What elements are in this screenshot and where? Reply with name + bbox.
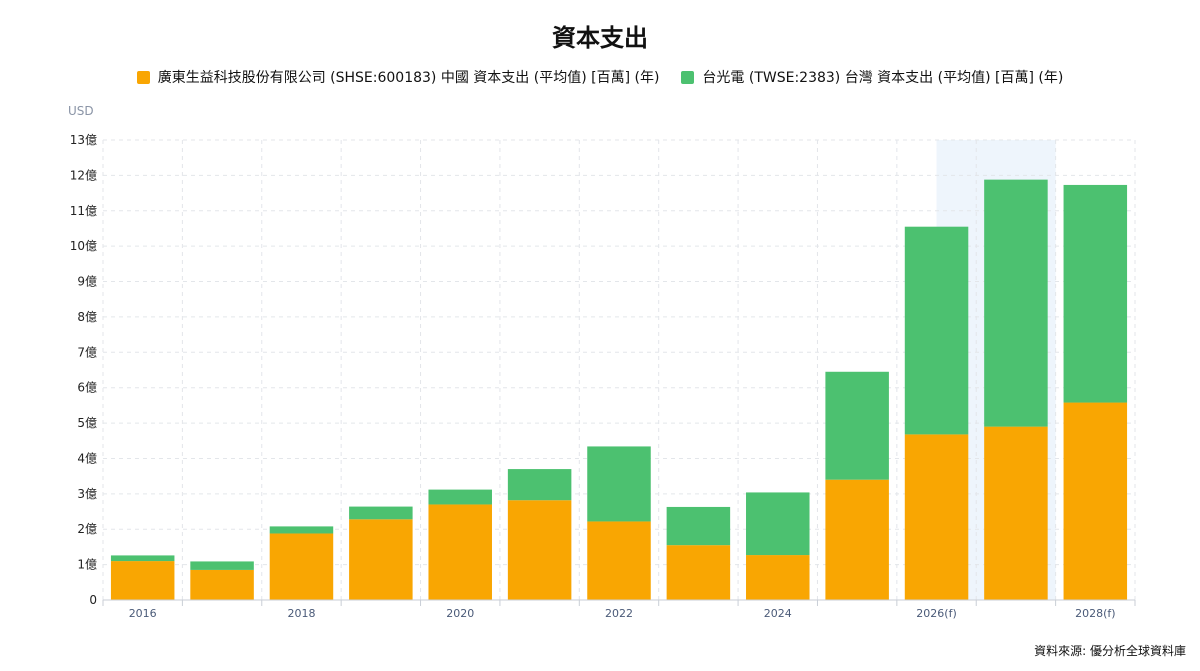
bar-series-2-2025 [825,371,889,480]
bar-series-2-2024 [746,492,810,556]
bar-series-2-2027(f) [984,179,1048,427]
y-tick-label: 9億 [77,275,97,289]
y-tick-label: 7億 [77,345,97,359]
bar-series-1-2026(f) [904,434,969,600]
y-tick-label: 0 [89,593,97,607]
bar-series-1-2023 [666,545,731,600]
legend-label-series-2: 台光電 (TWSE:2383) 台灣 資本支出 (平均值) [百萬] (年) [702,70,1064,86]
x-tick-label: 2022 [605,607,633,620]
y-tick-label: 11億 [70,204,97,218]
bar-series-1-2020 [428,504,492,600]
y-tick-label: 5億 [77,416,97,430]
bar-series-1-2028(f) [1063,402,1128,600]
y-tick-label: 13億 [70,133,97,147]
x-tick-label: 2026(f) [916,607,956,620]
x-tick-label: 2020 [446,607,474,620]
y-tick-label: 10億 [70,239,97,253]
y-tick-label: 4億 [77,451,97,465]
y-tick-label: 1億 [77,558,97,572]
bar-series-2-2023 [666,506,731,546]
bar-series-2-2021 [507,469,572,501]
bar-series-1-2018 [269,533,334,600]
y-unit-label: USD [68,104,94,118]
bar-series-1-2019 [349,519,413,600]
bar-series-2-2028(f) [1063,184,1128,403]
x-tick-label: 2028(f) [1075,607,1115,620]
legend-swatch-series-1 [136,70,150,84]
bar-series-2-2022 [587,446,651,522]
legend: 廣東生益科技股份有限公司 (SHSE:600183) 中國 資本支出 (平均值)… [0,67,1200,87]
bar-series-2-2020 [428,489,492,505]
bar-series-2-2026(f) [904,226,969,435]
legend-item-series-1[interactable]: 廣東生益科技股份有限公司 (SHSE:600183) 中國 資本支出 (平均值)… [136,67,660,87]
bar-series-1-2021 [507,500,572,600]
bar-series-2-2017 [190,561,254,570]
x-tick-label: 2016 [129,607,157,620]
y-tick-label: 6億 [77,381,97,395]
bar-series-2-2019 [349,506,413,520]
x-tick-label: 2018 [287,607,315,620]
x-tick-label: 2024 [764,607,792,620]
bar-series-1-2027(f) [984,426,1048,600]
bar-series-2-2016 [110,555,175,562]
bar-series-1-2022 [587,521,651,600]
y-tick-label: 2億 [77,522,97,536]
y-tick-label: 12億 [70,168,97,182]
source-note: 資料來源: 優分析全球資料庫 [1034,644,1186,658]
legend-swatch-series-2 [681,70,695,84]
bar-series-2-2018 [269,526,334,534]
bar-series-1-2024 [746,555,810,600]
bar-series-1-2017 [190,569,254,600]
bar-series-1-2025 [825,479,889,600]
y-tick-label: 8億 [77,310,97,324]
y-tick-label: 3億 [77,487,97,501]
legend-item-series-2[interactable]: 台光電 (TWSE:2383) 台灣 資本支出 (平均值) [百萬] (年) [681,67,1063,87]
chart-title: 資本支出 [552,24,648,52]
legend-label-series-1: 廣東生益科技股份有限公司 (SHSE:600183) 中國 資本支出 (平均值)… [157,70,660,86]
bar-series-1-2016 [110,561,175,600]
